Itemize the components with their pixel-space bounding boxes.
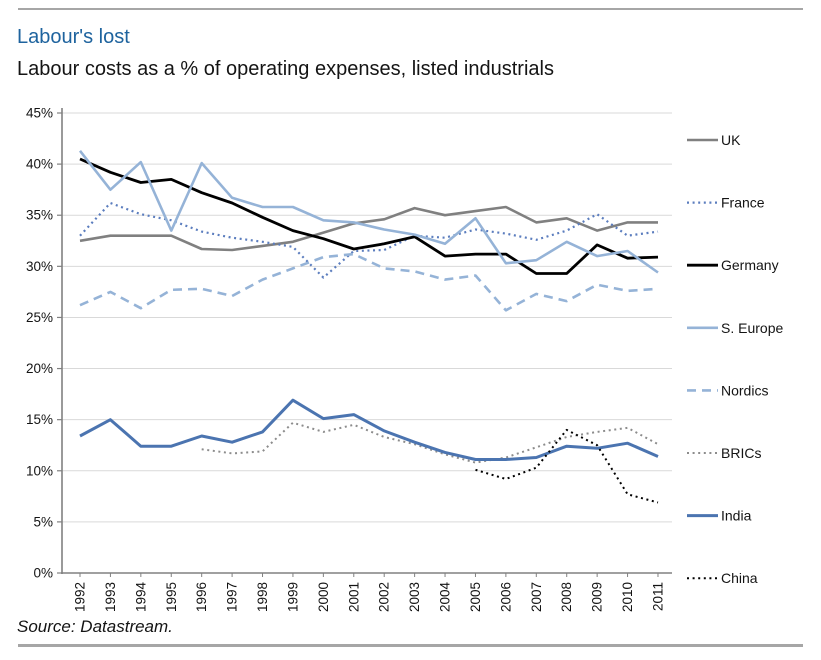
- source-note: Source: Datastream.: [17, 617, 173, 636]
- series-line-nordics: [79, 252, 659, 312]
- y-tick-label: 40%: [26, 157, 53, 172]
- y-tick-label: 30%: [26, 259, 53, 274]
- series-line-china: [475, 428, 659, 504]
- y-tick-label: 5%: [33, 514, 53, 529]
- x-tick-label: 1993: [103, 582, 118, 612]
- x-tick-label: 2005: [468, 582, 483, 612]
- x-tick-label: 2009: [590, 582, 605, 612]
- series-line-s-europe: [78, 149, 659, 274]
- x-tick-label: 2010: [620, 582, 635, 612]
- x-tick-label: 1995: [164, 582, 179, 612]
- chart-title: Labour's lost: [17, 26, 130, 48]
- legend-label-uk: UK: [721, 132, 741, 148]
- x-tick-label: 2003: [407, 582, 422, 612]
- x-tick-label: 1994: [133, 582, 148, 613]
- bottom-divider: [18, 644, 803, 647]
- series-line-germany: [79, 157, 659, 275]
- x-tick-label: 1999: [285, 582, 300, 612]
- y-tick-label: 25%: [26, 310, 53, 325]
- legend-label-nordics: Nordics: [721, 382, 768, 398]
- chart-subtitle: Labour costs as a % of operating expense…: [17, 58, 554, 80]
- y-tick-label: 10%: [26, 463, 53, 478]
- y-tick-label: 35%: [26, 208, 53, 223]
- line-chart: 0% 5% 10% 15% 20% 25% 30% 35% 40% 45% 1992 1993 1994…: [26, 106, 784, 613]
- legend-label-brics: BRICs: [721, 445, 761, 461]
- x-tick-label: 1997: [225, 582, 240, 612]
- x-tick-label: 2006: [498, 582, 513, 612]
- legend-label-s-europe: S. Europe: [721, 320, 783, 336]
- x-tick-label: 1992: [73, 582, 88, 612]
- legend-label-germany: Germany: [721, 257, 779, 273]
- legend-label-france: France: [721, 195, 765, 211]
- series-line-india: [79, 398, 659, 461]
- x-tick-label: 2002: [377, 582, 392, 612]
- y-tick-label: 15%: [26, 412, 53, 427]
- x-tick-label: 2007: [529, 582, 544, 612]
- x-tick-label: 2001: [346, 582, 361, 612]
- top-divider: [18, 8, 803, 10]
- series-line-uk: [79, 205, 658, 252]
- y-tick-label: 45%: [26, 106, 53, 121]
- x-tick-label: 1996: [194, 582, 209, 612]
- x-tick-label: 2004: [438, 582, 453, 613]
- x-tick-label: 2011: [650, 582, 665, 611]
- y-tick-label: 20%: [26, 361, 53, 376]
- legend-label-china: China: [721, 570, 758, 586]
- x-tick-label: 1998: [255, 582, 270, 612]
- x-tick-label: 2000: [316, 582, 331, 612]
- x-tick-label: 2008: [559, 582, 574, 612]
- y-tick-label: 0%: [33, 566, 53, 581]
- series-line-brics: [201, 421, 659, 464]
- legend-label-india: India: [721, 508, 752, 524]
